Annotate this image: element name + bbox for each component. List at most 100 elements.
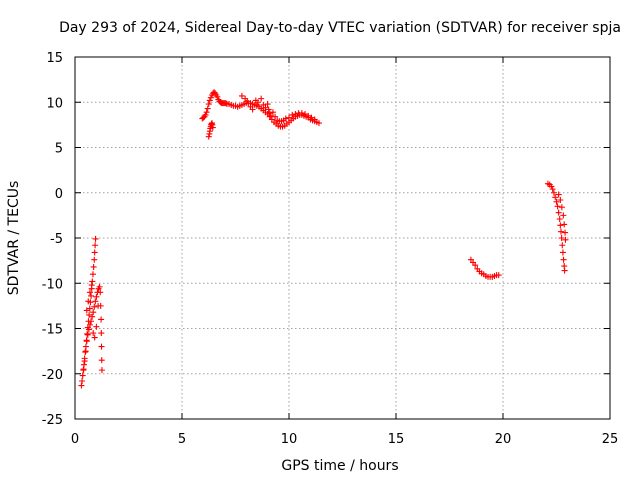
y-tick-label: -20 [42, 368, 63, 383]
x-tick-label: 15 [388, 432, 405, 447]
plot-area-border [74, 56, 611, 420]
data-point [561, 221, 568, 228]
data-point [82, 348, 89, 355]
data-point [556, 215, 563, 222]
data-point [86, 321, 93, 328]
data-point [311, 116, 318, 123]
x-axis-label: GPS time / hours [281, 458, 398, 474]
data-point [203, 109, 210, 116]
data-point [92, 242, 99, 249]
x-tick-label: 20 [495, 432, 512, 447]
data-point [93, 293, 100, 300]
y-tick-label: 0 [55, 187, 63, 202]
data-point [238, 92, 245, 99]
data-point [286, 114, 292, 121]
data-point [305, 112, 312, 119]
data-point [97, 302, 104, 309]
chart-title: Day 293 of 2024, Sidereal Day-to-day VTE… [59, 20, 621, 36]
data-point [222, 100, 229, 107]
data-point [89, 278, 96, 285]
data-point [269, 109, 276, 116]
data-point [244, 98, 251, 105]
data-point [249, 106, 256, 113]
data-point [83, 307, 90, 314]
data-point [552, 194, 559, 201]
data-point [308, 114, 315, 121]
data-point [559, 242, 566, 249]
data-point [98, 330, 105, 337]
data-point [92, 235, 99, 242]
data-point [90, 309, 97, 316]
y-tick-label: 15 [46, 51, 63, 66]
data-point [205, 133, 212, 140]
data-point [91, 249, 98, 256]
data-point [98, 357, 105, 364]
data-point [202, 111, 209, 118]
data-point [91, 256, 98, 263]
data-point [80, 366, 87, 373]
data-point [258, 95, 265, 102]
data-point [88, 282, 95, 289]
y-tick-label: -10 [42, 277, 63, 292]
x-tick-label: 25 [602, 432, 619, 447]
data-point [79, 377, 86, 384]
data-point [78, 382, 85, 389]
data-point [557, 222, 564, 229]
data-point [265, 106, 272, 113]
data-point [558, 204, 565, 211]
data-point [98, 316, 105, 323]
x-tick-label: 5 [178, 432, 186, 447]
x-tick-label: 0 [71, 432, 79, 447]
data-point [267, 112, 274, 119]
data-point [264, 101, 271, 108]
data-point [561, 267, 568, 274]
data-point [89, 313, 96, 320]
data-point [282, 115, 289, 122]
data-point [98, 367, 105, 374]
data-point [254, 99, 261, 106]
y-tick-label: -5 [50, 232, 63, 247]
data-point [558, 235, 565, 241]
data-point [266, 110, 273, 117]
data-point [495, 272, 502, 279]
data-point [554, 203, 561, 210]
data-point [96, 283, 103, 290]
data-point [315, 120, 322, 127]
data-point [205, 101, 212, 108]
y-axis-label: SDTVAR / TECUs [6, 181, 22, 296]
data-point [550, 189, 557, 196]
data-point [88, 318, 95, 325]
data-point [89, 271, 96, 278]
y-tick-label: -25 [42, 413, 63, 428]
data-point [90, 263, 97, 270]
data-point [97, 289, 104, 296]
data-point [555, 209, 562, 216]
data-point [91, 334, 98, 341]
data-point [549, 186, 556, 193]
data-point [557, 196, 564, 203]
data-point [209, 124, 216, 131]
data-point [298, 110, 305, 117]
data-point [92, 298, 99, 305]
data-point [472, 262, 479, 269]
data-point [553, 198, 560, 205]
data-point [83, 338, 90, 345]
data-point [548, 183, 555, 190]
data-point [272, 113, 279, 120]
data-point [562, 229, 569, 236]
data-points [78, 89, 569, 389]
data-point [79, 372, 86, 379]
data-point [555, 191, 562, 198]
data-point [559, 249, 566, 256]
data-point [206, 97, 213, 104]
data-point [204, 105, 211, 112]
axis-ticks: 0 5 10 15 20 25 -25 -20 -15 -10 -5 0 5 10 15 [42, 51, 619, 447]
x-tick-label: 10 [281, 432, 298, 447]
data-point [562, 236, 569, 243]
data-point [560, 212, 567, 219]
data-point [90, 330, 97, 337]
data-point [292, 111, 299, 118]
data-point [88, 292, 95, 299]
data-point [85, 326, 92, 333]
